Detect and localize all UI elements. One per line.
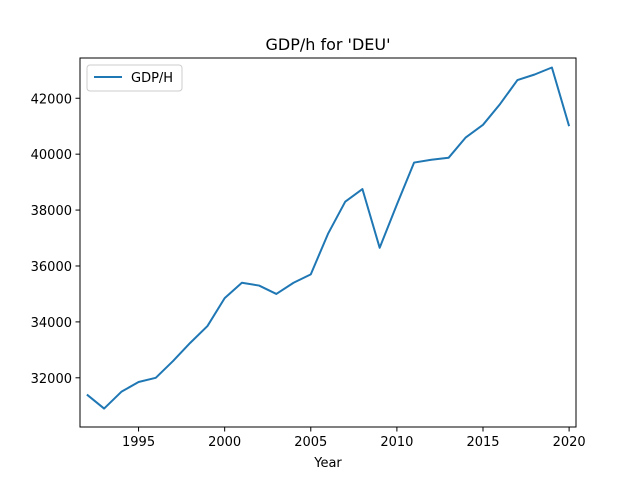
x-tick-label: 2010 [380,435,413,450]
x-tick-label: 2015 [466,435,499,450]
x-tick-label: 2000 [208,435,241,450]
legend: GDP/H [86,64,183,92]
y-tick-label: 42000 [31,92,72,107]
chart-title: GDP/h for 'DEU' [265,35,390,54]
plot-area-frame [79,57,577,428]
x-tick-label: 1995 [122,435,155,450]
y-tick-label: 40000 [31,148,72,163]
legend-box [86,64,183,92]
series-line-0 [86,66,571,410]
legend-label: GDP/H [131,71,173,86]
x-tick-label: 2020 [553,435,586,450]
y-tick-label: 32000 [31,372,72,387]
x-axis-label: Year [313,456,342,471]
y-tick-label: 34000 [31,316,72,331]
y-tick-label: 36000 [31,260,72,275]
x-tick-label: 2005 [294,435,327,450]
y-tick-label: 38000 [31,204,72,219]
